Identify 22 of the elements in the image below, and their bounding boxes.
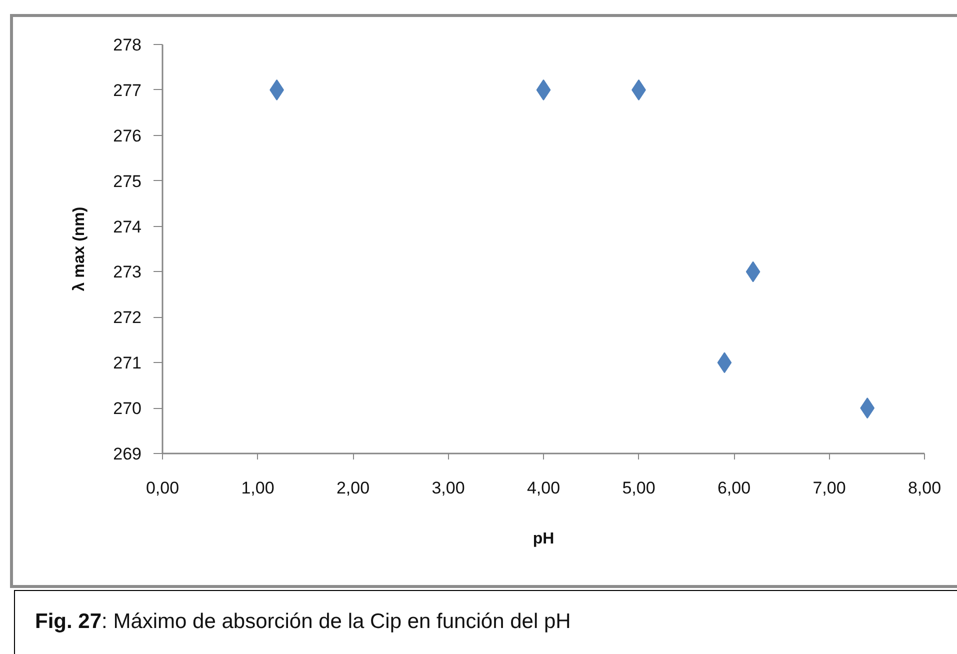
y-tick-label: 276 <box>113 126 142 146</box>
x-tick-label: 0,00 <box>146 478 180 498</box>
x-axis-title: pH <box>532 530 554 548</box>
caption: Fig. 27: Máximo de absorción de la Cip en función del pH <box>35 609 571 635</box>
y-tick-label: 278 <box>113 36 142 54</box>
x-tick-label: 6,00 <box>717 478 751 498</box>
y-tick-label: 274 <box>113 217 142 236</box>
x-tick-label: 3,00 <box>432 478 465 498</box>
x-tick-label: 7,00 <box>812 478 846 498</box>
x-tick-label: 4,00 <box>526 478 560 498</box>
y-tick-label: 271 <box>113 354 142 373</box>
y-tick-label: 275 <box>113 172 142 191</box>
x-tick-label: 8,00 <box>908 478 942 498</box>
x-tick-label: 5,00 <box>622 478 656 498</box>
y-axis-title: λ max (nm) <box>71 206 88 292</box>
y-tick-label: 272 <box>113 308 142 328</box>
y-tick-label: 269 <box>113 444 142 464</box>
x-tick-label: 1,00 <box>241 478 274 498</box>
y-tick-label: 270 <box>113 399 142 418</box>
y-tick-label: 277 <box>113 80 142 100</box>
y-tick-label: 273 <box>113 262 142 282</box>
x-tick-label: 2,00 <box>336 478 370 498</box>
